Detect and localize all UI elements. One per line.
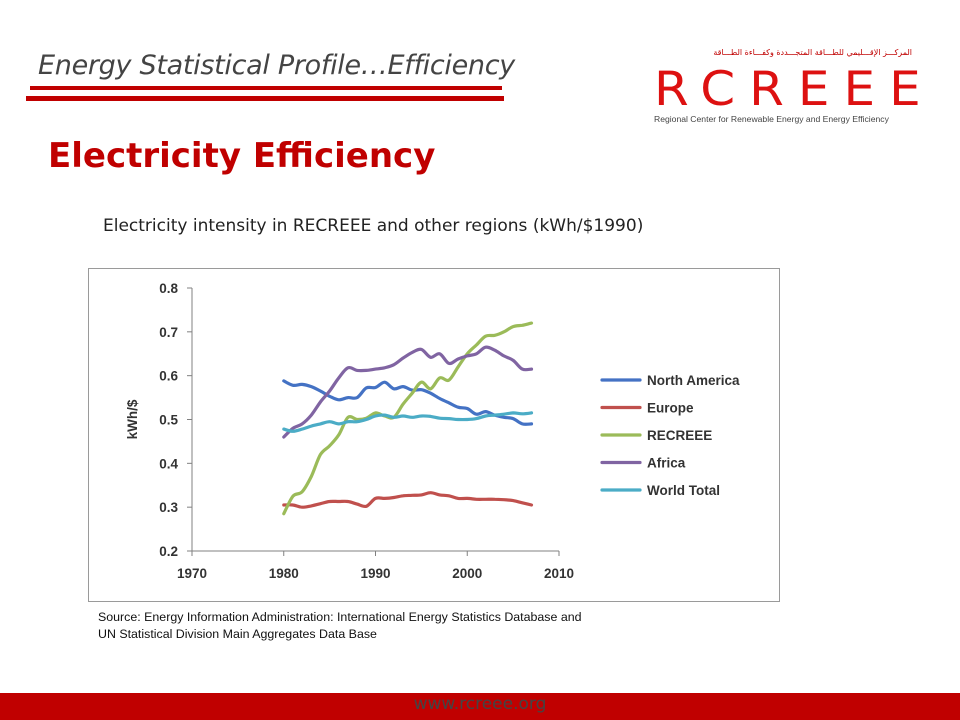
series-line-world-total (282, 411, 534, 433)
series-line-recreee (282, 321, 534, 516)
x-tick-label: 2010 (544, 566, 574, 581)
series-line-europe (282, 491, 534, 509)
y-tick-label: 0.2 (159, 544, 178, 559)
y-tick-label: 0.5 (159, 413, 178, 428)
line-chart: 0.2 0.3 0.4 0.5 0.6 0.7 0.8 1970 1980 1990 2000 201… (125, 281, 740, 581)
y-tick-label: 0.6 (159, 369, 178, 384)
y-tick-label: 0.3 (159, 500, 178, 515)
x-tick-label: 2000 (452, 566, 482, 581)
header-stripe-top (30, 86, 502, 90)
source-line-2: UN Statistical Division Main Aggregates … (98, 627, 377, 641)
legend-label-north-america: North America (647, 373, 740, 388)
chart-box: 0.2 0.3 0.4 0.5 0.6 0.7 0.8 1970 1980 1990 2000 201… (88, 268, 780, 602)
rcreee-logo: المركـــز الإقـــليمي للطـــاقة المتجـــ… (650, 48, 921, 128)
header-stripe-bottom (26, 96, 504, 101)
x-tick-label: 1990 (360, 566, 390, 581)
legend-label-recreee: RECREEE (647, 428, 712, 443)
slide-title: Electricity Efficiency (48, 136, 436, 176)
y-axis-label: kWh/$ (125, 399, 140, 439)
x-tick-label: 1980 (269, 566, 299, 581)
legend-label-africa: Africa (647, 456, 686, 471)
series-line-africa (282, 345, 534, 439)
source-line-1: Source: Energy Information Administratio… (98, 610, 582, 624)
legend-label-world-total: World Total (647, 483, 720, 498)
y-tick-label: 0.4 (159, 456, 178, 471)
footer-url[interactable]: www.rcreee.org (413, 694, 547, 714)
x-tick-label: 1970 (177, 566, 207, 581)
source-note: Source: Energy Information Administratio… (98, 609, 582, 643)
header-title: Energy Statistical Profile…Efficiency (38, 50, 515, 81)
series-line-north-america (282, 379, 534, 426)
y-tick-label: 0.8 (159, 281, 178, 296)
logo-wordmark: RCREEE (654, 61, 935, 117)
footer-bar: www.rcreee.org (0, 693, 960, 720)
y-tick-label: 0.7 (159, 325, 178, 340)
logo-arabic-text: المركـــز الإقـــليمي للطـــاقة المتجـــ… (713, 48, 912, 57)
chart-title: Electricity intensity in RECREEE and oth… (103, 216, 644, 236)
legend-label-europe: Europe (647, 401, 694, 416)
logo-subtitle: Regional Center for Renewable Energy and… (654, 114, 889, 124)
